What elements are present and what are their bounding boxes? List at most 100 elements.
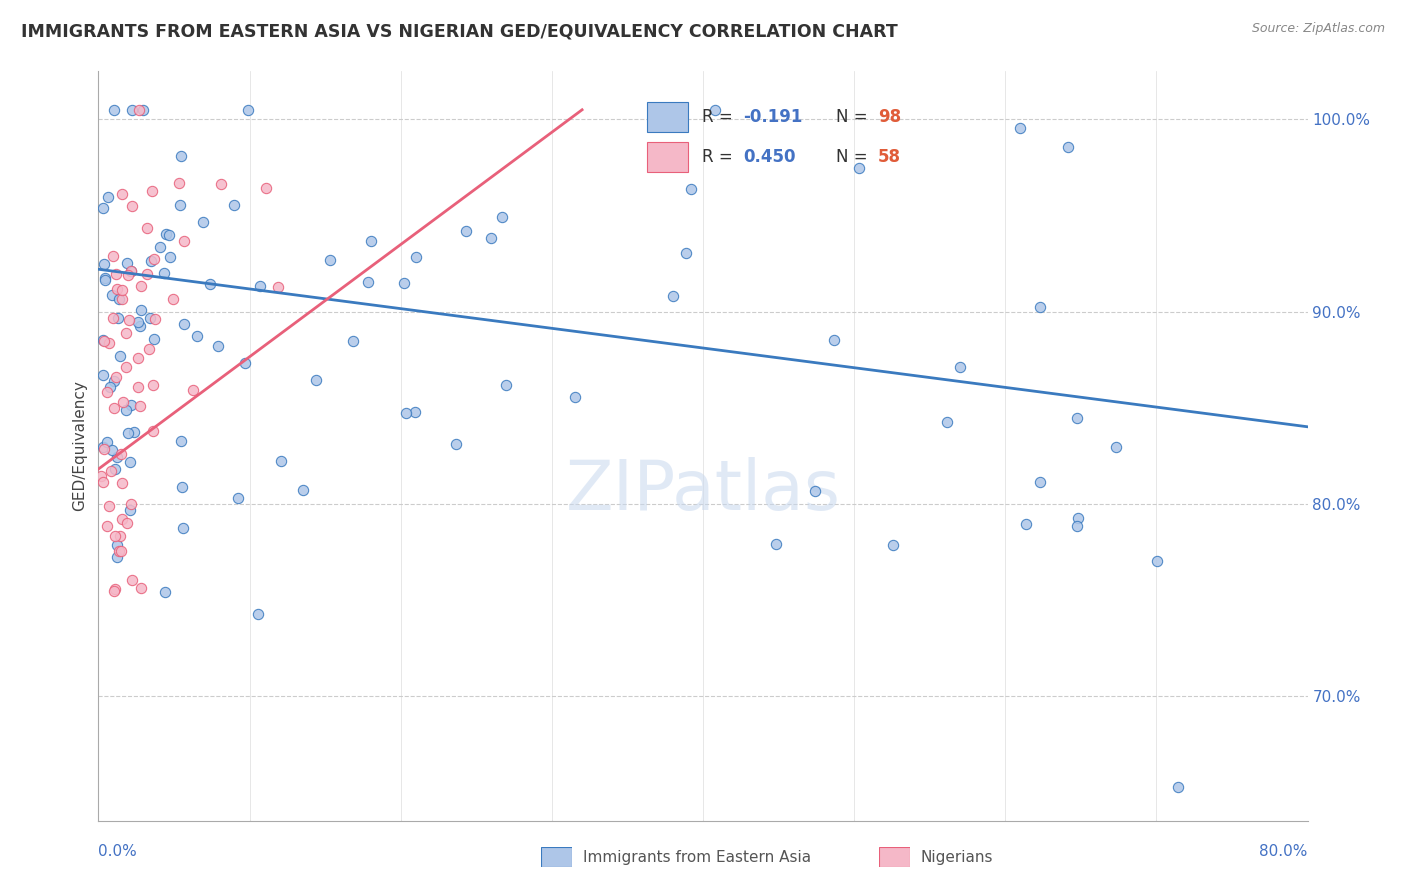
Point [111, 476, 134, 491]
Point [103, 374, 125, 388]
Point [91, 475, 114, 489]
Point [132, 103, 155, 117]
FancyBboxPatch shape [647, 142, 688, 172]
Point [360, 235, 382, 249]
Text: IMMIGRANTS FROM EASTERN ASIA VS NIGERIAN GED/EQUIVALENCY CORRELATION CHART: IMMIGRANTS FROM EASTERN ASIA VS NIGERIAN… [21, 22, 898, 40]
Point [949, 359, 972, 374]
Point [157, 227, 180, 242]
Point [1066, 519, 1088, 533]
Point [105, 450, 128, 464]
Point [122, 425, 145, 439]
Point [318, 253, 340, 268]
Point [226, 491, 249, 505]
Point [115, 326, 138, 341]
Point [454, 224, 477, 238]
Point [1056, 139, 1078, 153]
Point [254, 181, 277, 195]
Point [105, 538, 128, 552]
Point [1010, 121, 1032, 136]
Point [704, 103, 727, 117]
Point [238, 103, 260, 117]
Text: R =: R = [702, 108, 738, 126]
Point [103, 584, 125, 599]
Point [107, 282, 129, 296]
Point [491, 210, 513, 224]
Point [446, 437, 468, 451]
Point [1029, 300, 1052, 314]
Point [104, 462, 127, 476]
Point [91, 368, 114, 383]
Point [118, 455, 141, 469]
Point [169, 198, 191, 212]
Point [848, 161, 870, 176]
Point [247, 607, 270, 621]
Point [103, 401, 125, 415]
Point [114, 402, 136, 417]
Point [173, 318, 195, 332]
FancyBboxPatch shape [879, 847, 910, 867]
Point [96, 434, 118, 449]
Point [222, 198, 245, 212]
Point [115, 360, 138, 375]
FancyBboxPatch shape [647, 102, 688, 132]
Point [405, 250, 427, 264]
Point [823, 333, 845, 347]
Point [115, 516, 138, 530]
Point [98, 499, 121, 513]
Point [142, 424, 165, 438]
Point [111, 512, 134, 526]
Point [675, 246, 697, 260]
Point [129, 581, 152, 595]
Point [127, 351, 149, 365]
Point [103, 529, 125, 543]
Point [105, 268, 128, 282]
Point [128, 399, 150, 413]
Text: Source: ZipAtlas.com: Source: ZipAtlas.com [1251, 22, 1385, 36]
Point [662, 289, 685, 303]
Point [91, 201, 114, 215]
Point [172, 521, 194, 535]
Point [181, 384, 204, 398]
Point [135, 221, 157, 235]
Point [101, 310, 124, 325]
Point [139, 254, 162, 268]
Point [93, 257, 115, 271]
Point [121, 103, 143, 117]
Point [170, 480, 193, 494]
Point [142, 378, 165, 392]
Point [107, 292, 129, 306]
Text: ZIPatlas: ZIPatlas [565, 458, 841, 524]
Text: 58: 58 [877, 148, 901, 166]
Point [803, 484, 825, 499]
Point [404, 405, 426, 419]
Point [765, 537, 787, 551]
Text: Nigerians: Nigerians [921, 850, 994, 864]
Point [564, 390, 586, 404]
Point [93, 442, 115, 456]
Point [128, 103, 150, 117]
Point [167, 176, 190, 190]
Point [1146, 554, 1168, 568]
Point [209, 177, 232, 191]
Point [108, 529, 131, 543]
Point [101, 249, 124, 263]
Point [141, 184, 163, 198]
Point [1015, 516, 1038, 531]
Point [235, 356, 257, 370]
Point [128, 319, 150, 334]
Point [108, 543, 131, 558]
Point [120, 264, 142, 278]
Point [127, 380, 149, 394]
Point [127, 315, 149, 329]
Point [97, 190, 120, 204]
Text: 98: 98 [877, 108, 901, 126]
Point [170, 434, 193, 448]
Point [159, 250, 181, 264]
Point [103, 103, 125, 117]
Point [105, 550, 128, 565]
Text: N =: N = [837, 148, 873, 166]
Point [101, 442, 124, 457]
Point [495, 378, 517, 392]
Point [936, 415, 959, 429]
Point [357, 276, 380, 290]
